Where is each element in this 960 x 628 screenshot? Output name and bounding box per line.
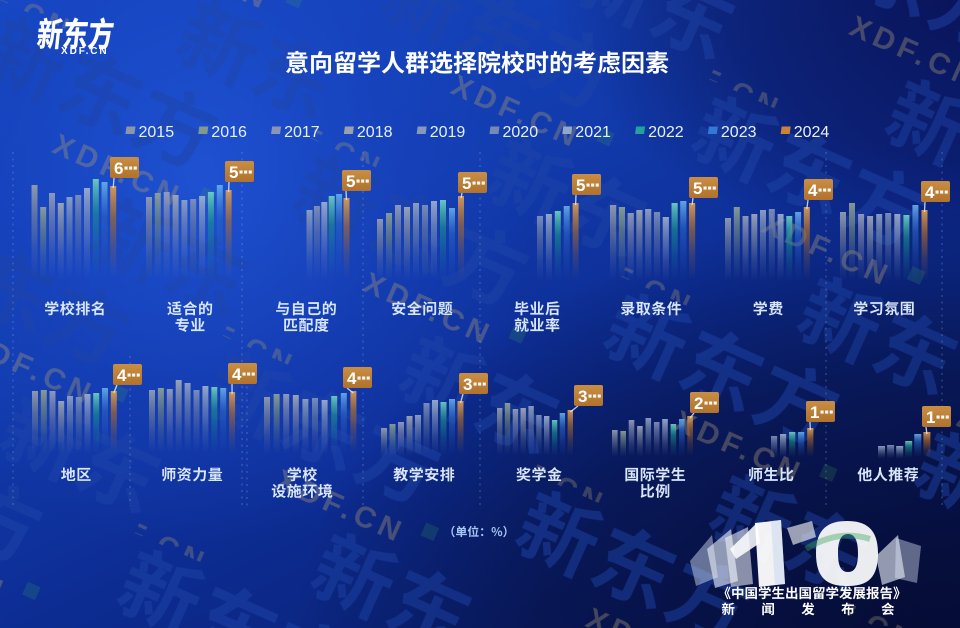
svg-text:1: 1 [926,408,935,427]
svg-text:4: 4 [808,181,818,200]
svg-text:2018: 2018 [357,124,393,141]
svg-text:2017: 2017 [284,124,320,141]
svg-text:4: 4 [925,183,935,202]
svg-text:5: 5 [346,172,355,191]
svg-text:1: 1 [810,403,819,422]
svg-text:3: 3 [463,375,472,394]
svg-text:2016: 2016 [211,124,247,141]
svg-text:2023: 2023 [721,124,757,141]
svg-text:4: 4 [232,365,242,384]
svg-text:2015: 2015 [139,124,175,141]
svg-text:5: 5 [576,176,585,195]
svg-text:3: 3 [578,387,587,406]
svg-text:4: 4 [117,366,127,385]
svg-text:2019: 2019 [430,124,466,141]
svg-text:XDF.CN: XDF.CN [61,46,109,57]
svg-text:4: 4 [347,369,357,388]
svg-text:2022: 2022 [648,124,684,141]
svg-text:5: 5 [229,163,238,182]
svg-text:2021: 2021 [575,124,611,141]
svg-text:2024: 2024 [794,124,830,141]
svg-text:5: 5 [462,174,471,193]
svg-text:5: 5 [693,179,702,198]
svg-text:2: 2 [694,394,703,413]
svg-text:2020: 2020 [503,124,539,141]
svg-text:6: 6 [114,159,123,178]
